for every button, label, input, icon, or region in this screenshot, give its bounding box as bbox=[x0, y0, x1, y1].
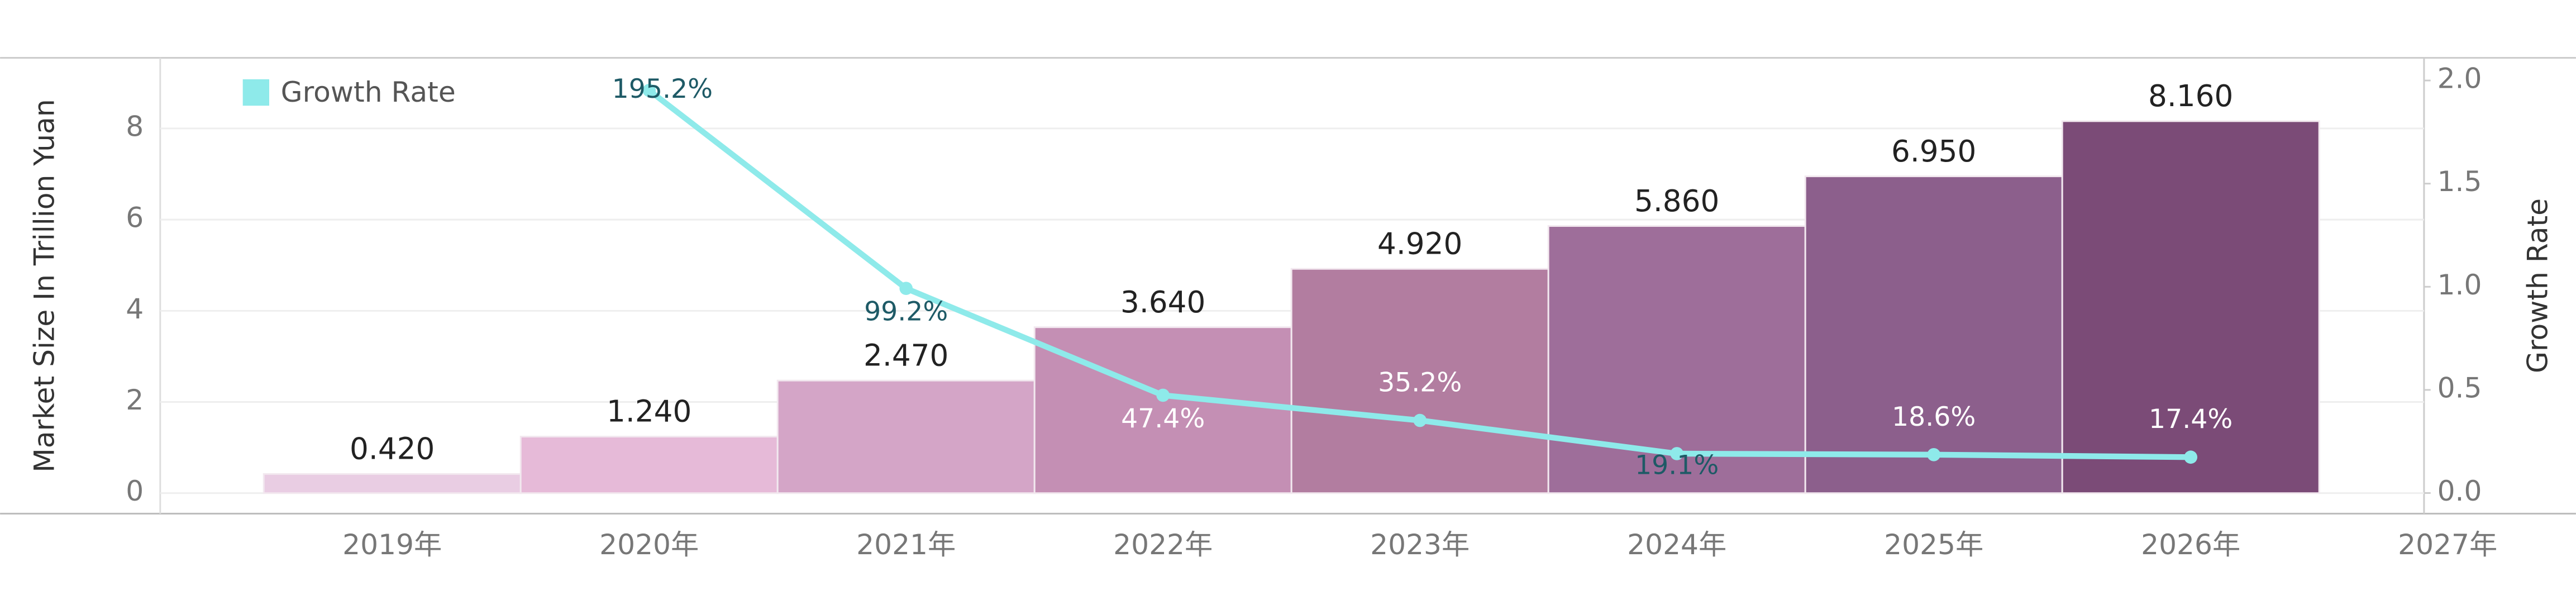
bar bbox=[263, 473, 522, 494]
bar bbox=[776, 379, 1036, 494]
bar bbox=[1804, 175, 2063, 494]
bar-value-label: 0.420 bbox=[350, 432, 435, 467]
y2-tick-label: 0.5 bbox=[2437, 371, 2482, 404]
growth-value-label: 17.4% bbox=[2149, 404, 2232, 435]
bar-value-label: 6.950 bbox=[1891, 134, 1976, 169]
growth-point bbox=[899, 282, 913, 296]
y-tick-label: 2 bbox=[126, 383, 144, 416]
bar-value-label: 1.240 bbox=[607, 394, 691, 429]
y2-tick-label: 1.0 bbox=[2437, 268, 2482, 301]
bar-value-label: 4.920 bbox=[1377, 226, 1462, 261]
legend-swatch bbox=[242, 79, 269, 106]
y2-tick-label: 2.0 bbox=[2437, 62, 2482, 95]
growth-value-label: 18.6% bbox=[1892, 402, 1976, 432]
bar-value-label: 8.160 bbox=[2148, 79, 2233, 113]
bar-value-label: 5.860 bbox=[1634, 184, 1719, 218]
legend-label: Growth Rate bbox=[281, 75, 456, 108]
x-tick-label: 2024年 bbox=[1627, 528, 1726, 561]
bar bbox=[1290, 268, 1549, 494]
bar bbox=[2061, 120, 2320, 494]
x-tick-label: 2022年 bbox=[1113, 528, 1213, 561]
y-tick-label: 4 bbox=[126, 292, 144, 325]
x-tick-label: 2025年 bbox=[1884, 528, 1983, 561]
y-tick-label: 0 bbox=[126, 474, 144, 507]
y2-tick-label: 0.0 bbox=[2437, 474, 2482, 507]
y-tick-label: 8 bbox=[126, 110, 144, 142]
y-tick-label: 6 bbox=[126, 201, 144, 234]
growth-value-label: 195.2% bbox=[612, 74, 713, 104]
y-axis-label: Market Size In Trillion Yuan bbox=[27, 99, 60, 472]
growth-point bbox=[2184, 450, 2198, 464]
x-tick-label: 2021年 bbox=[856, 528, 956, 561]
growth-point bbox=[1927, 448, 1941, 461]
y2-axis-label: Growth Rate bbox=[2521, 198, 2554, 373]
y2-tick-label: 1.5 bbox=[2437, 165, 2482, 198]
bar-value-label: 2.470 bbox=[864, 338, 948, 373]
growth-point bbox=[1670, 447, 1684, 460]
x-tick-label: 2023年 bbox=[1370, 528, 1470, 561]
growth-value-label: 19.1% bbox=[1635, 450, 1719, 481]
bar bbox=[519, 436, 779, 494]
growth-value-label: 47.4% bbox=[1121, 403, 1205, 434]
x-tick-label: 2027年 bbox=[2398, 528, 2497, 561]
x-tick-label: 2020年 bbox=[599, 528, 699, 561]
growth-point bbox=[1413, 413, 1427, 427]
x-tick-label: 2019年 bbox=[342, 528, 442, 561]
growth-point bbox=[1156, 388, 1170, 402]
growth-value-label: 99.2% bbox=[864, 297, 948, 327]
x-tick-label: 2026年 bbox=[2141, 528, 2240, 561]
growth-value-label: 35.2% bbox=[1378, 367, 1462, 398]
bar-value-label: 3.640 bbox=[1120, 285, 1205, 320]
growth-point bbox=[642, 83, 656, 97]
